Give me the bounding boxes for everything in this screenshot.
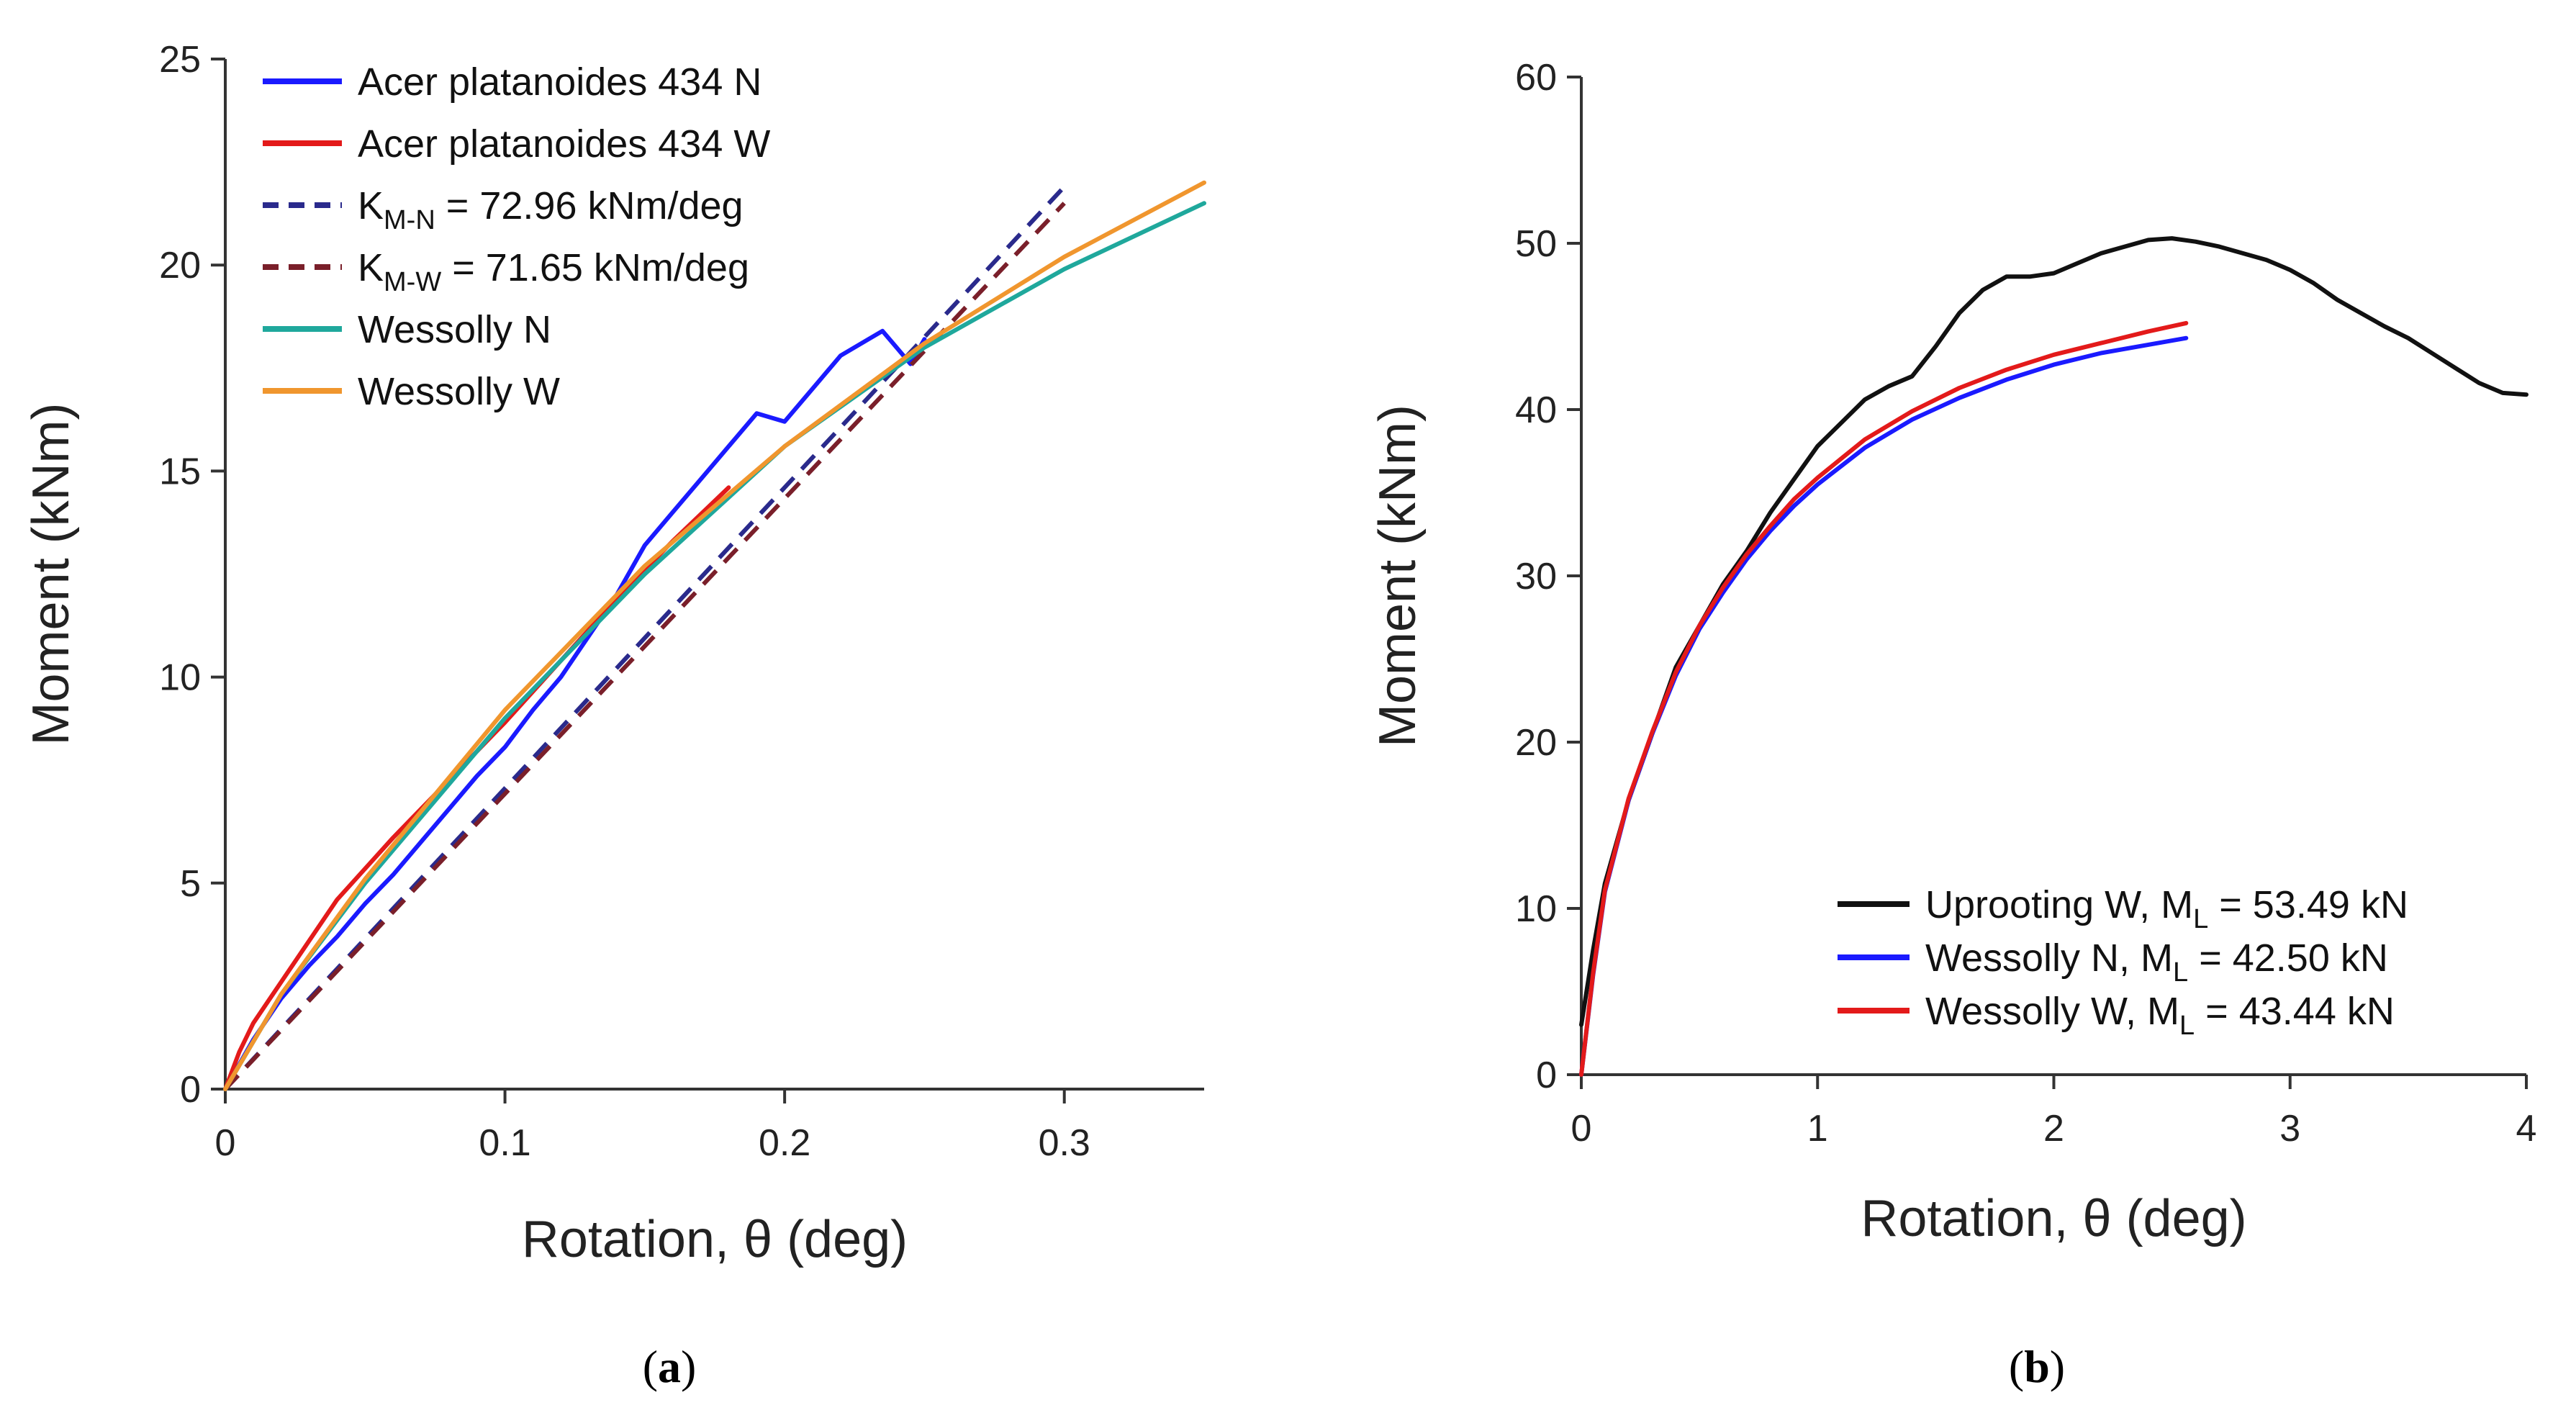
legend-label-1: Uprooting W, ML = 53.49 kN	[1925, 883, 2408, 934]
caption-letter: b	[2024, 1341, 2050, 1392]
legend-label-2: Wessolly N, ML = 42.50 kN	[1925, 936, 2388, 988]
y-tick-label: 60	[1515, 57, 1557, 99]
x-tick-label: 0.3	[1039, 1122, 1090, 1164]
x-axis-label: Rotation, θ (deg)	[522, 1211, 908, 1268]
panel-caption: (a)	[643, 1341, 697, 1392]
y-tick-label: 20	[159, 245, 201, 286]
legend-label-main: Wessolly W	[358, 370, 560, 413]
series-line-3	[1579, 320, 2189, 1077]
series-line-2	[223, 485, 731, 1091]
series-line-3	[223, 185, 1066, 1091]
y-tick-label: 25	[159, 39, 201, 81]
x-tick-label: 0.1	[479, 1122, 530, 1164]
legend-label-main: Acer platanoides 434 W	[358, 122, 770, 166]
legend-label-main: K	[358, 246, 384, 289]
legend-label-tail: = 43.44 kN	[2195, 990, 2395, 1033]
series-line-1	[223, 328, 927, 1091]
y-axis-label: Moment (kNm)	[22, 402, 80, 745]
y-tick-label: 40	[1515, 389, 1557, 431]
legend-label-main: Uprooting W, M	[1925, 883, 2193, 926]
y-tick-label: 0	[180, 1069, 201, 1111]
x-tick-label: 3	[2279, 1108, 2300, 1150]
legend-label-tail: = 71.65 kNm/deg	[441, 246, 749, 289]
legend-label-2: Acer platanoides 434 W	[358, 122, 770, 166]
legend-label-tail: = 72.96 kNm/deg	[435, 184, 744, 227]
y-tick-label: 30	[1515, 556, 1557, 597]
x-tick-label: 0	[215, 1122, 236, 1164]
series-line-4	[223, 202, 1066, 1091]
chart-panel-b: 0 10 20 30 40 50 60 0 1 2 3 4 Rotation, θ (deg) Momen…	[1369, 57, 2536, 1392]
caption-close: )	[681, 1341, 696, 1392]
y-tick-label: 10	[159, 657, 201, 699]
y-tick-label: 10	[1515, 888, 1557, 930]
y-tick-label: 5	[180, 863, 201, 905]
y-tick-label: 50	[1515, 223, 1557, 265]
legend-label-3: KM-N = 72.96 kNm/deg	[358, 184, 744, 235]
y-tick-label: 15	[159, 451, 201, 492]
panel-caption: (b)	[2009, 1341, 2065, 1392]
caption-open: (	[643, 1341, 658, 1392]
legend-label-subscript: L	[2179, 1011, 2195, 1041]
legend-label-main: Wessolly N	[358, 308, 551, 351]
y-tick-label: 0	[1536, 1055, 1557, 1096]
series-line-6	[223, 180, 1206, 1091]
legend-label-6: Wessolly W	[358, 370, 560, 413]
legend-label-1: Acer platanoides 434 N	[358, 60, 761, 104]
legend-label-tail: = 42.50 kN	[2188, 936, 2388, 980]
legend-label-main: Wessolly N, M	[1925, 936, 2173, 980]
x-tick-label: 0	[1571, 1108, 1592, 1150]
chart-panel-a: 0 5 10 15 20 25 0 0.1 0.2 0.3 Rotation, θ (deg) Mom…	[22, 39, 1206, 1392]
legend-label-main: K	[358, 184, 384, 227]
y-axis-label: Moment (kNm)	[1369, 405, 1427, 747]
x-axis-label: Rotation, θ (deg)	[1861, 1190, 2246, 1247]
legend-label-tail: = 53.49 kN	[2208, 883, 2408, 926]
legend-label-subscript: L	[2173, 957, 2188, 988]
caption-letter: a	[658, 1341, 681, 1392]
caption-open: (	[2009, 1341, 2024, 1392]
legend-label-subscript: M-W	[384, 267, 441, 297]
x-tick-label: 0.2	[759, 1122, 810, 1164]
legend-label-main: Wessolly W, M	[1925, 990, 2179, 1033]
x-tick-label: 2	[2043, 1108, 2064, 1150]
x-tick-label: 4	[2516, 1108, 2537, 1150]
legend-label-subscript: L	[2193, 904, 2208, 934]
legend-label-4: KM-W = 71.65 kNm/deg	[358, 246, 749, 297]
legend-label-5: Wessolly N	[358, 308, 551, 351]
y-tick-label: 20	[1515, 722, 1557, 764]
legend-label-main: Acer platanoides 434 N	[358, 60, 761, 104]
legend-label-subscript: M-N	[384, 205, 435, 235]
caption-close: )	[2050, 1341, 2065, 1392]
x-tick-label: 1	[1807, 1108, 1828, 1150]
legend-label-3: Wessolly W, ML = 43.44 kN	[1925, 990, 2395, 1041]
